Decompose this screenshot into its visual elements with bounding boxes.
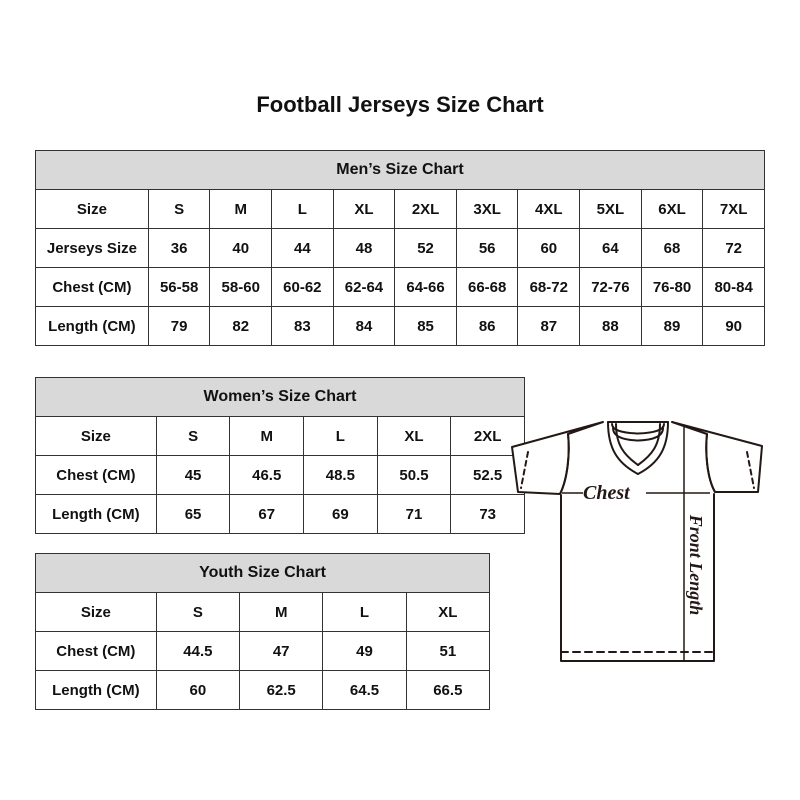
svg-text:Front Length: Front Length <box>686 514 706 616</box>
svg-text:Chest: Chest <box>583 482 631 504</box>
